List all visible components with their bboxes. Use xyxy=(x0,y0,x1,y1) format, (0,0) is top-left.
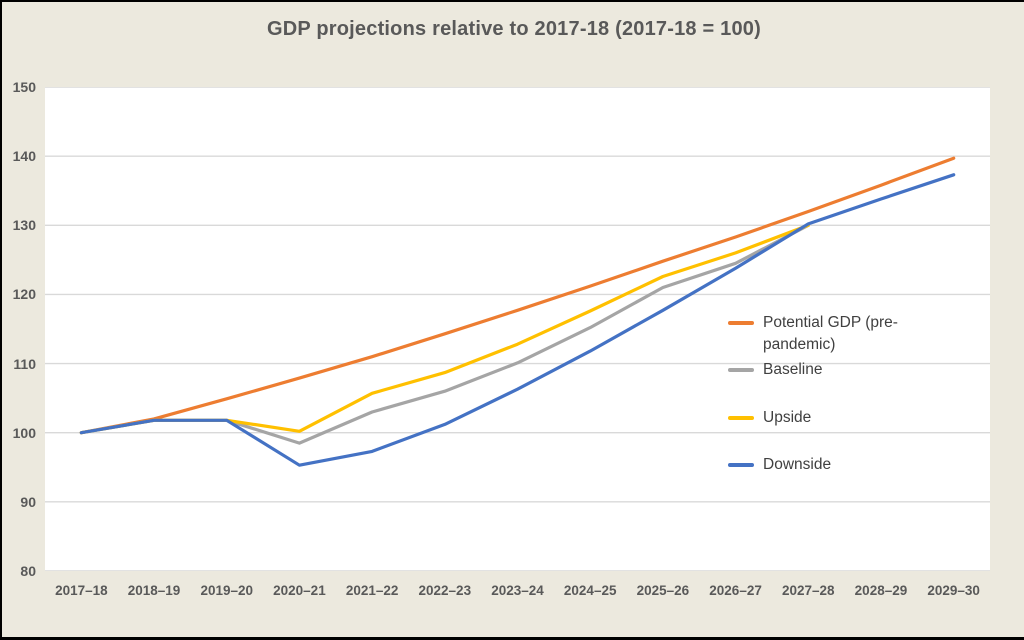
x-axis-label-2021: 2021–22 xyxy=(345,583,399,598)
legend-label-potential-gdp-pre-pandemic: Potential GDP (pre-pandemic) xyxy=(763,314,898,353)
y-axis-label-120: 120 xyxy=(12,286,36,303)
x-axis-label-2028: 2028–29 xyxy=(854,583,908,598)
y-axis-label-80: 80 xyxy=(20,563,36,579)
legend-item-potential-gdp-pre-pandemic: Potential GDP (pre-pandemic) xyxy=(728,312,901,356)
y-axis-label-90: 90 xyxy=(20,493,36,510)
x-axis-label-2026: 2026–27 xyxy=(709,583,762,598)
x-axis-label-2019: 2019–20 xyxy=(200,583,253,598)
legend-label-baseline: Baseline xyxy=(763,361,823,378)
legend-item-downside: Downside xyxy=(728,454,831,476)
chart-title: GDP projections relative to 2017-18 (201… xyxy=(267,18,761,40)
x-axis-label-2024: 2024–25 xyxy=(563,583,617,598)
legend: Potential GDP (pre-pandemic) Baseline Upsi… xyxy=(728,302,908,487)
legend-label-downside: Downside xyxy=(763,456,832,473)
x-axis-label-2018: 2018–19 xyxy=(127,583,181,598)
legend-swatch-downside xyxy=(728,463,754,467)
legend-swatch-potential-gdp-pre-pandemic xyxy=(728,321,754,325)
y-axis-label-130: 130 xyxy=(12,217,36,234)
legend-swatch-baseline xyxy=(728,368,754,372)
y-axis-label-150: 150 xyxy=(12,79,36,95)
series-line-upside xyxy=(79,223,810,435)
x-axis-label-2022: 2022–23 xyxy=(418,583,472,598)
x-axis-label-2025: 2025–26 xyxy=(636,583,690,598)
legend-swatch-upside xyxy=(728,416,754,420)
plot-area xyxy=(45,87,990,571)
series-line-potential-gdp-pre-pandemic xyxy=(79,156,956,435)
x-axis-label-2023: 2023–24 xyxy=(491,583,544,598)
x-axis-label-2029: 2029–30 xyxy=(927,583,980,598)
x-axis-label-2027: 2027–28 xyxy=(781,583,835,598)
legend-item-upside: Upside xyxy=(728,407,811,429)
y-axis-label-100: 100 xyxy=(12,424,36,441)
x-axis-label-2017: 2017–18 xyxy=(55,583,108,598)
legend-item-baseline: Baseline xyxy=(728,359,822,381)
chart-lines-svg xyxy=(45,87,990,571)
series-line-downside xyxy=(79,173,956,467)
x-axis-label-2020: 2020–21 xyxy=(273,583,326,598)
y-axis-label-140: 140 xyxy=(12,148,36,165)
y-axis-label-110: 110 xyxy=(13,355,36,372)
legend-label-upside: Upside xyxy=(763,409,812,426)
